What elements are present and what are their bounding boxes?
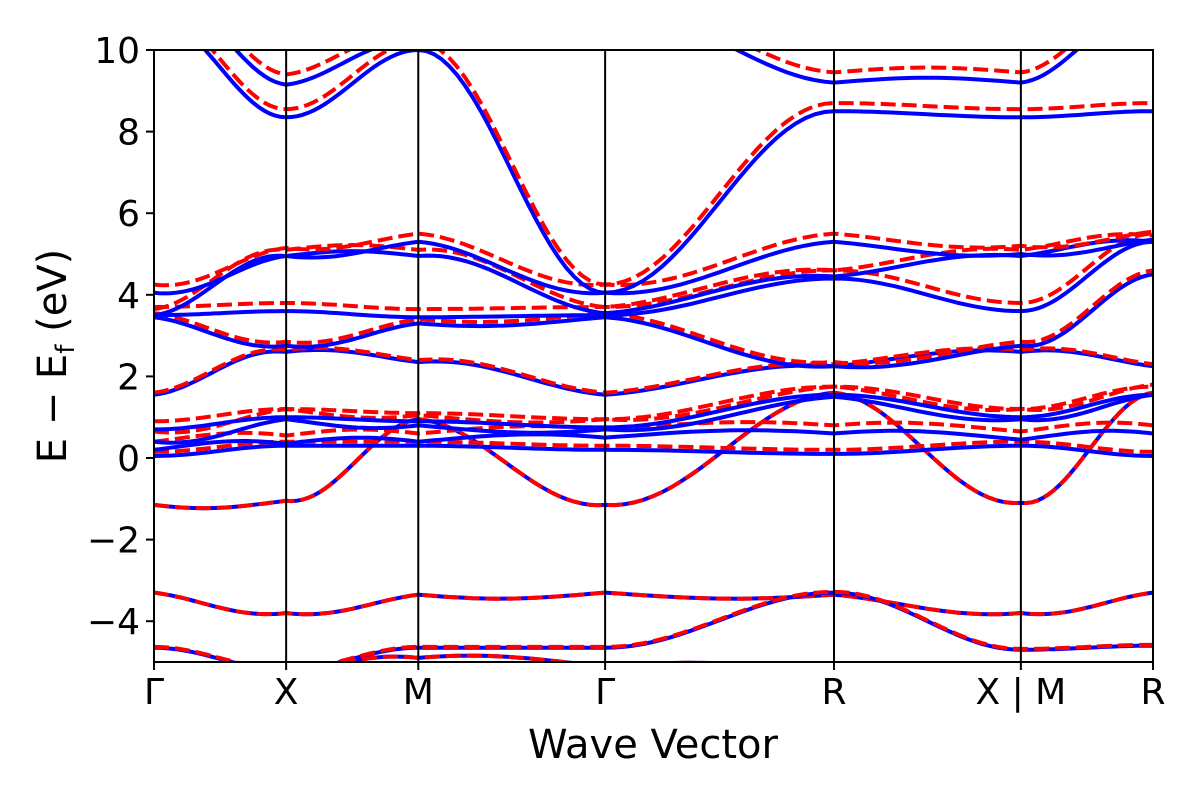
x-tick-label: R [1140, 672, 1165, 713]
y-axis-ticks: −4 −2 0 2 4 6 8 10 [87, 31, 154, 643]
y-tick-label: 0 [117, 439, 140, 480]
y-axis-title-unit: (eV) [30, 249, 76, 345]
band-line-dashed [154, 589, 1153, 662]
x-tick-label: X | M [975, 672, 1066, 713]
x-tick-label: Γ [595, 672, 615, 713]
y-tick-label: −2 [87, 521, 140, 562]
y-tick-label: −4 [87, 602, 140, 643]
x-tick-label: X [274, 672, 299, 713]
plot-frame [153, 49, 1154, 663]
band-line-solid [154, 443, 1153, 458]
y-tick-label: 2 [117, 357, 140, 398]
x-tick-label: R [821, 672, 846, 713]
x-axis-ticks: Γ X M Γ R X | M R [144, 662, 1166, 713]
y-tick-label: 10 [94, 31, 140, 72]
x-tick-label: M [403, 672, 434, 713]
band-line-dashed [154, 345, 1153, 395]
y-axis-title-sub: f [51, 344, 81, 354]
band-line-solid [202, 50, 1153, 295]
band-line-dashed [242, 50, 1068, 77]
band-line-dashed [154, 590, 1153, 617]
band-lines [154, 50, 1153, 662]
high-symmetry-lines [285, 50, 1022, 662]
x-tick-label: Γ [144, 672, 164, 713]
band-line-solid [154, 590, 1153, 662]
y-tick-label: 6 [117, 194, 140, 235]
y-tick-label: 8 [117, 113, 140, 154]
y-tick-label: 4 [117, 276, 140, 317]
x-axis-title: Wave Vector [528, 722, 779, 768]
y-axis-title-main: E − E [30, 354, 76, 464]
y-axis-title: E − Ef (eV) [30, 249, 81, 464]
